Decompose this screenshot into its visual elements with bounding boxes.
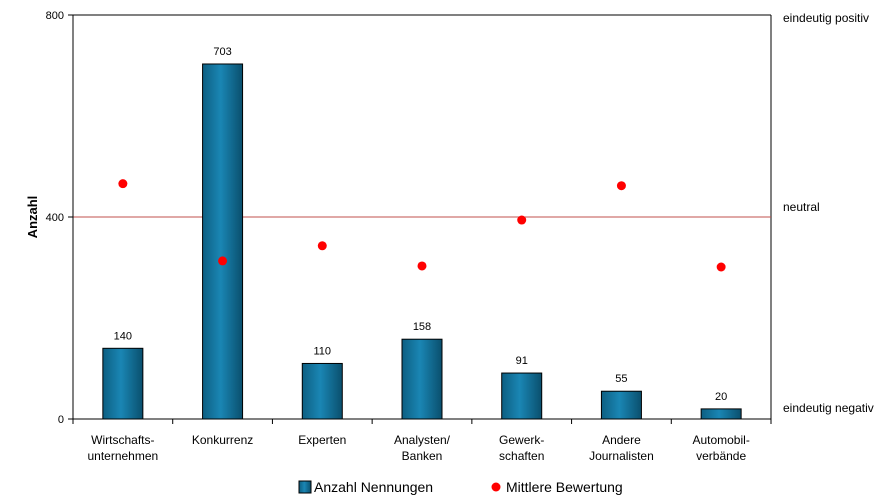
y-tick-label-0: 0 — [58, 414, 64, 426]
legend-point-label: Mittlere Bewertung — [506, 479, 623, 495]
bar-data-label-5: 55 — [615, 373, 627, 385]
right-axis-labels: eindeutig positiv neutral eindeutig negati… — [783, 11, 874, 415]
bar-data-label-4: 91 — [516, 355, 528, 367]
point-2 — [317, 241, 327, 251]
point-4 — [517, 215, 527, 225]
x-category-label-2: Experten — [298, 433, 346, 447]
x-axis: Wirtschafts-unternehmen Konkurrenz Experte… — [72, 418, 772, 463]
legend-bar-label: Anzahl Nennungen — [314, 479, 433, 495]
legend: Anzahl Nennungen Mittlere Bewertung — [298, 479, 623, 495]
x-category-label-4: Gewerk-schaften — [499, 433, 544, 463]
right-axis-label-2: eindeutig negativ — [783, 401, 874, 415]
x-category-label-1: Konkurrenz — [192, 433, 253, 447]
bar-1 — [202, 63, 244, 420]
point-6 — [716, 262, 726, 272]
y-axis: 0 400 800 — [46, 10, 74, 426]
bar-data-label-1: 703 — [213, 46, 231, 58]
bar-data-label-0: 140 — [114, 330, 132, 342]
point-5 — [616, 181, 626, 191]
point-0 — [118, 179, 128, 189]
y-tick-label-1: 400 — [46, 212, 64, 224]
right-axis-label-1: neutral — [783, 200, 820, 214]
point-1 — [218, 256, 228, 266]
y-axis-title: Anzahl — [25, 196, 40, 239]
bar-6 — [700, 408, 742, 420]
bar-4 — [501, 372, 543, 420]
x-category-label-0: Wirtschafts-unternehmen — [87, 433, 158, 463]
y-tick-label-2: 800 — [46, 10, 64, 22]
point-3 — [417, 261, 427, 271]
bar-3 — [401, 338, 443, 420]
legend-point-swatch — [491, 482, 501, 492]
point-series — [118, 179, 726, 272]
bar-data-label-3: 158 — [413, 321, 431, 333]
bar-data-label-6: 20 — [715, 391, 727, 403]
x-category-label-5: Andere Journalisten — [589, 433, 654, 463]
legend-bar-swatch — [298, 480, 312, 494]
right-axis-label-0: eindeutig positiv — [783, 11, 869, 25]
bar-2 — [301, 362, 343, 420]
bar-data-labels: 140 703 110 158 91 55 20 — [114, 46, 728, 403]
bar-series — [102, 63, 742, 420]
bar-0 — [102, 347, 144, 420]
x-category-label-3: Analysten/Banken — [394, 433, 451, 463]
x-category-label-6: Automobil-verbände — [692, 433, 749, 463]
bar-data-label-2: 110 — [314, 345, 332, 357]
bar-5 — [600, 390, 642, 420]
